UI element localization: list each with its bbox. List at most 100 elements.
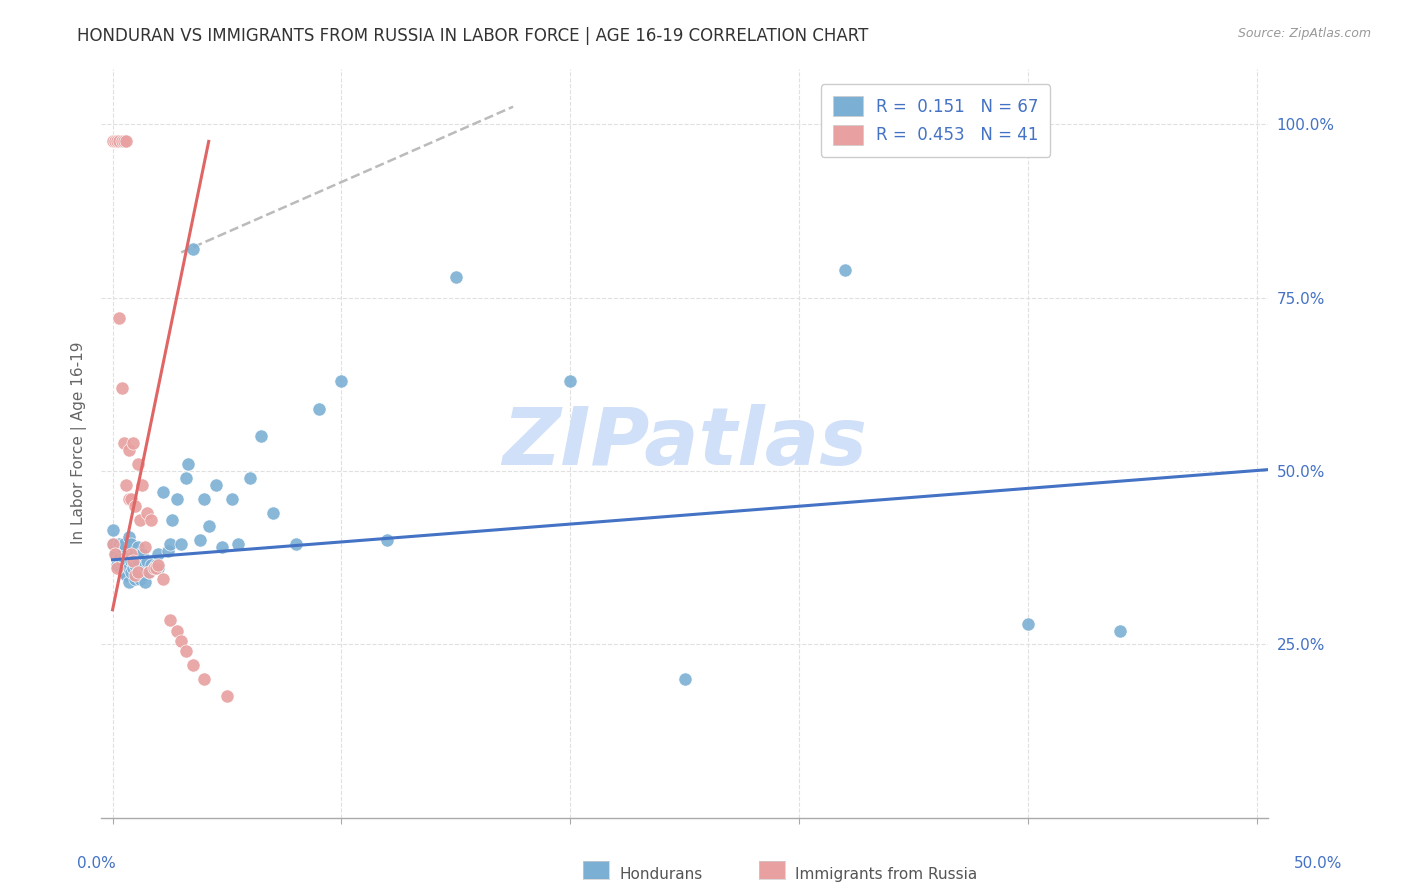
Point [152, 484, 174, 499]
Point [188, 533, 211, 548]
Point [112, 565, 135, 579]
Point [148, 561, 170, 575]
Point [117, 561, 139, 575]
Point [129, 572, 152, 586]
Point [170, 634, 193, 648]
Point [141, 558, 163, 572]
Point [104, 547, 127, 561]
Point [104, 547, 127, 561]
Point [174, 471, 197, 485]
Point [181, 242, 204, 256]
Point [142, 561, 165, 575]
Text: HONDURAN VS IMMIGRANTS FROM RUSSIA IN LABOR FORCE | AGE 16-19 CORRELATION CHART: HONDURAN VS IMMIGRANTS FROM RUSSIA IN LA… [77, 27, 869, 45]
Point [127, 541, 149, 555]
Point [330, 374, 353, 388]
Point [262, 506, 284, 520]
Point [120, 547, 142, 561]
Point [101, 134, 124, 148]
Point [124, 558, 146, 572]
Point [127, 457, 149, 471]
Point [284, 537, 307, 551]
Point [131, 547, 153, 561]
Point [120, 565, 142, 579]
Point [112, 550, 135, 565]
Point [122, 561, 145, 575]
Point [145, 561, 167, 575]
Point [124, 568, 146, 582]
Point [111, 381, 134, 395]
Point [120, 537, 142, 551]
Point [117, 491, 139, 506]
Text: Immigrants from Russia: Immigrants from Russia [794, 867, 977, 882]
Point [111, 134, 134, 148]
Point [211, 541, 233, 555]
Legend: R =  0.151   N = 67, R =  0.453   N = 41: R = 0.151 N = 67, R = 0.453 N = 41 [821, 85, 1050, 157]
Point [134, 558, 156, 572]
Point [135, 506, 157, 520]
Text: 0.0%: 0.0% [77, 856, 117, 871]
Point [166, 491, 188, 506]
Point [1108, 624, 1130, 638]
Point [112, 537, 135, 551]
Point [174, 644, 197, 658]
Point [138, 565, 160, 579]
Point [105, 561, 128, 575]
Point [160, 512, 183, 526]
Point [145, 558, 167, 572]
Point [250, 429, 273, 443]
Point [117, 443, 139, 458]
Point [560, 374, 582, 388]
Point [120, 554, 142, 568]
Point [1017, 616, 1039, 631]
Point [148, 547, 170, 561]
Point [138, 565, 160, 579]
Point [197, 519, 219, 533]
Point [122, 436, 145, 450]
Point [159, 613, 181, 627]
Point [117, 530, 139, 544]
Point [104, 134, 127, 148]
Point [127, 565, 149, 579]
Point [115, 568, 138, 582]
Text: ZIPatlas: ZIPatlas [502, 404, 868, 483]
Point [101, 523, 124, 537]
Point [115, 554, 138, 568]
Point [135, 554, 157, 568]
Point [308, 401, 330, 416]
Point [444, 269, 467, 284]
Point [108, 550, 131, 565]
Point [141, 512, 163, 526]
Point [228, 537, 250, 551]
Point [105, 134, 128, 148]
Point [124, 499, 146, 513]
Point [129, 547, 152, 561]
Point [101, 537, 124, 551]
Point [112, 134, 135, 148]
Point [124, 547, 146, 561]
Point [108, 311, 131, 326]
Point [170, 537, 193, 551]
Point [115, 478, 138, 492]
Point [105, 558, 128, 572]
Point [124, 572, 146, 586]
Point [142, 561, 165, 575]
Point [131, 568, 153, 582]
Point [101, 537, 124, 551]
Point [181, 658, 204, 673]
Point [204, 478, 226, 492]
Point [148, 558, 170, 572]
Point [108, 537, 131, 551]
Point [166, 624, 188, 638]
Point [375, 533, 398, 548]
Point [152, 572, 174, 586]
Point [239, 471, 262, 485]
Point [193, 672, 215, 686]
Y-axis label: In Labor Force | Age 16-19: In Labor Force | Age 16-19 [72, 342, 87, 544]
Text: 50.0%: 50.0% [1295, 856, 1343, 871]
Point [177, 457, 200, 471]
Point [673, 672, 696, 686]
Point [193, 491, 215, 506]
Point [156, 543, 179, 558]
Point [129, 512, 152, 526]
Point [120, 491, 142, 506]
